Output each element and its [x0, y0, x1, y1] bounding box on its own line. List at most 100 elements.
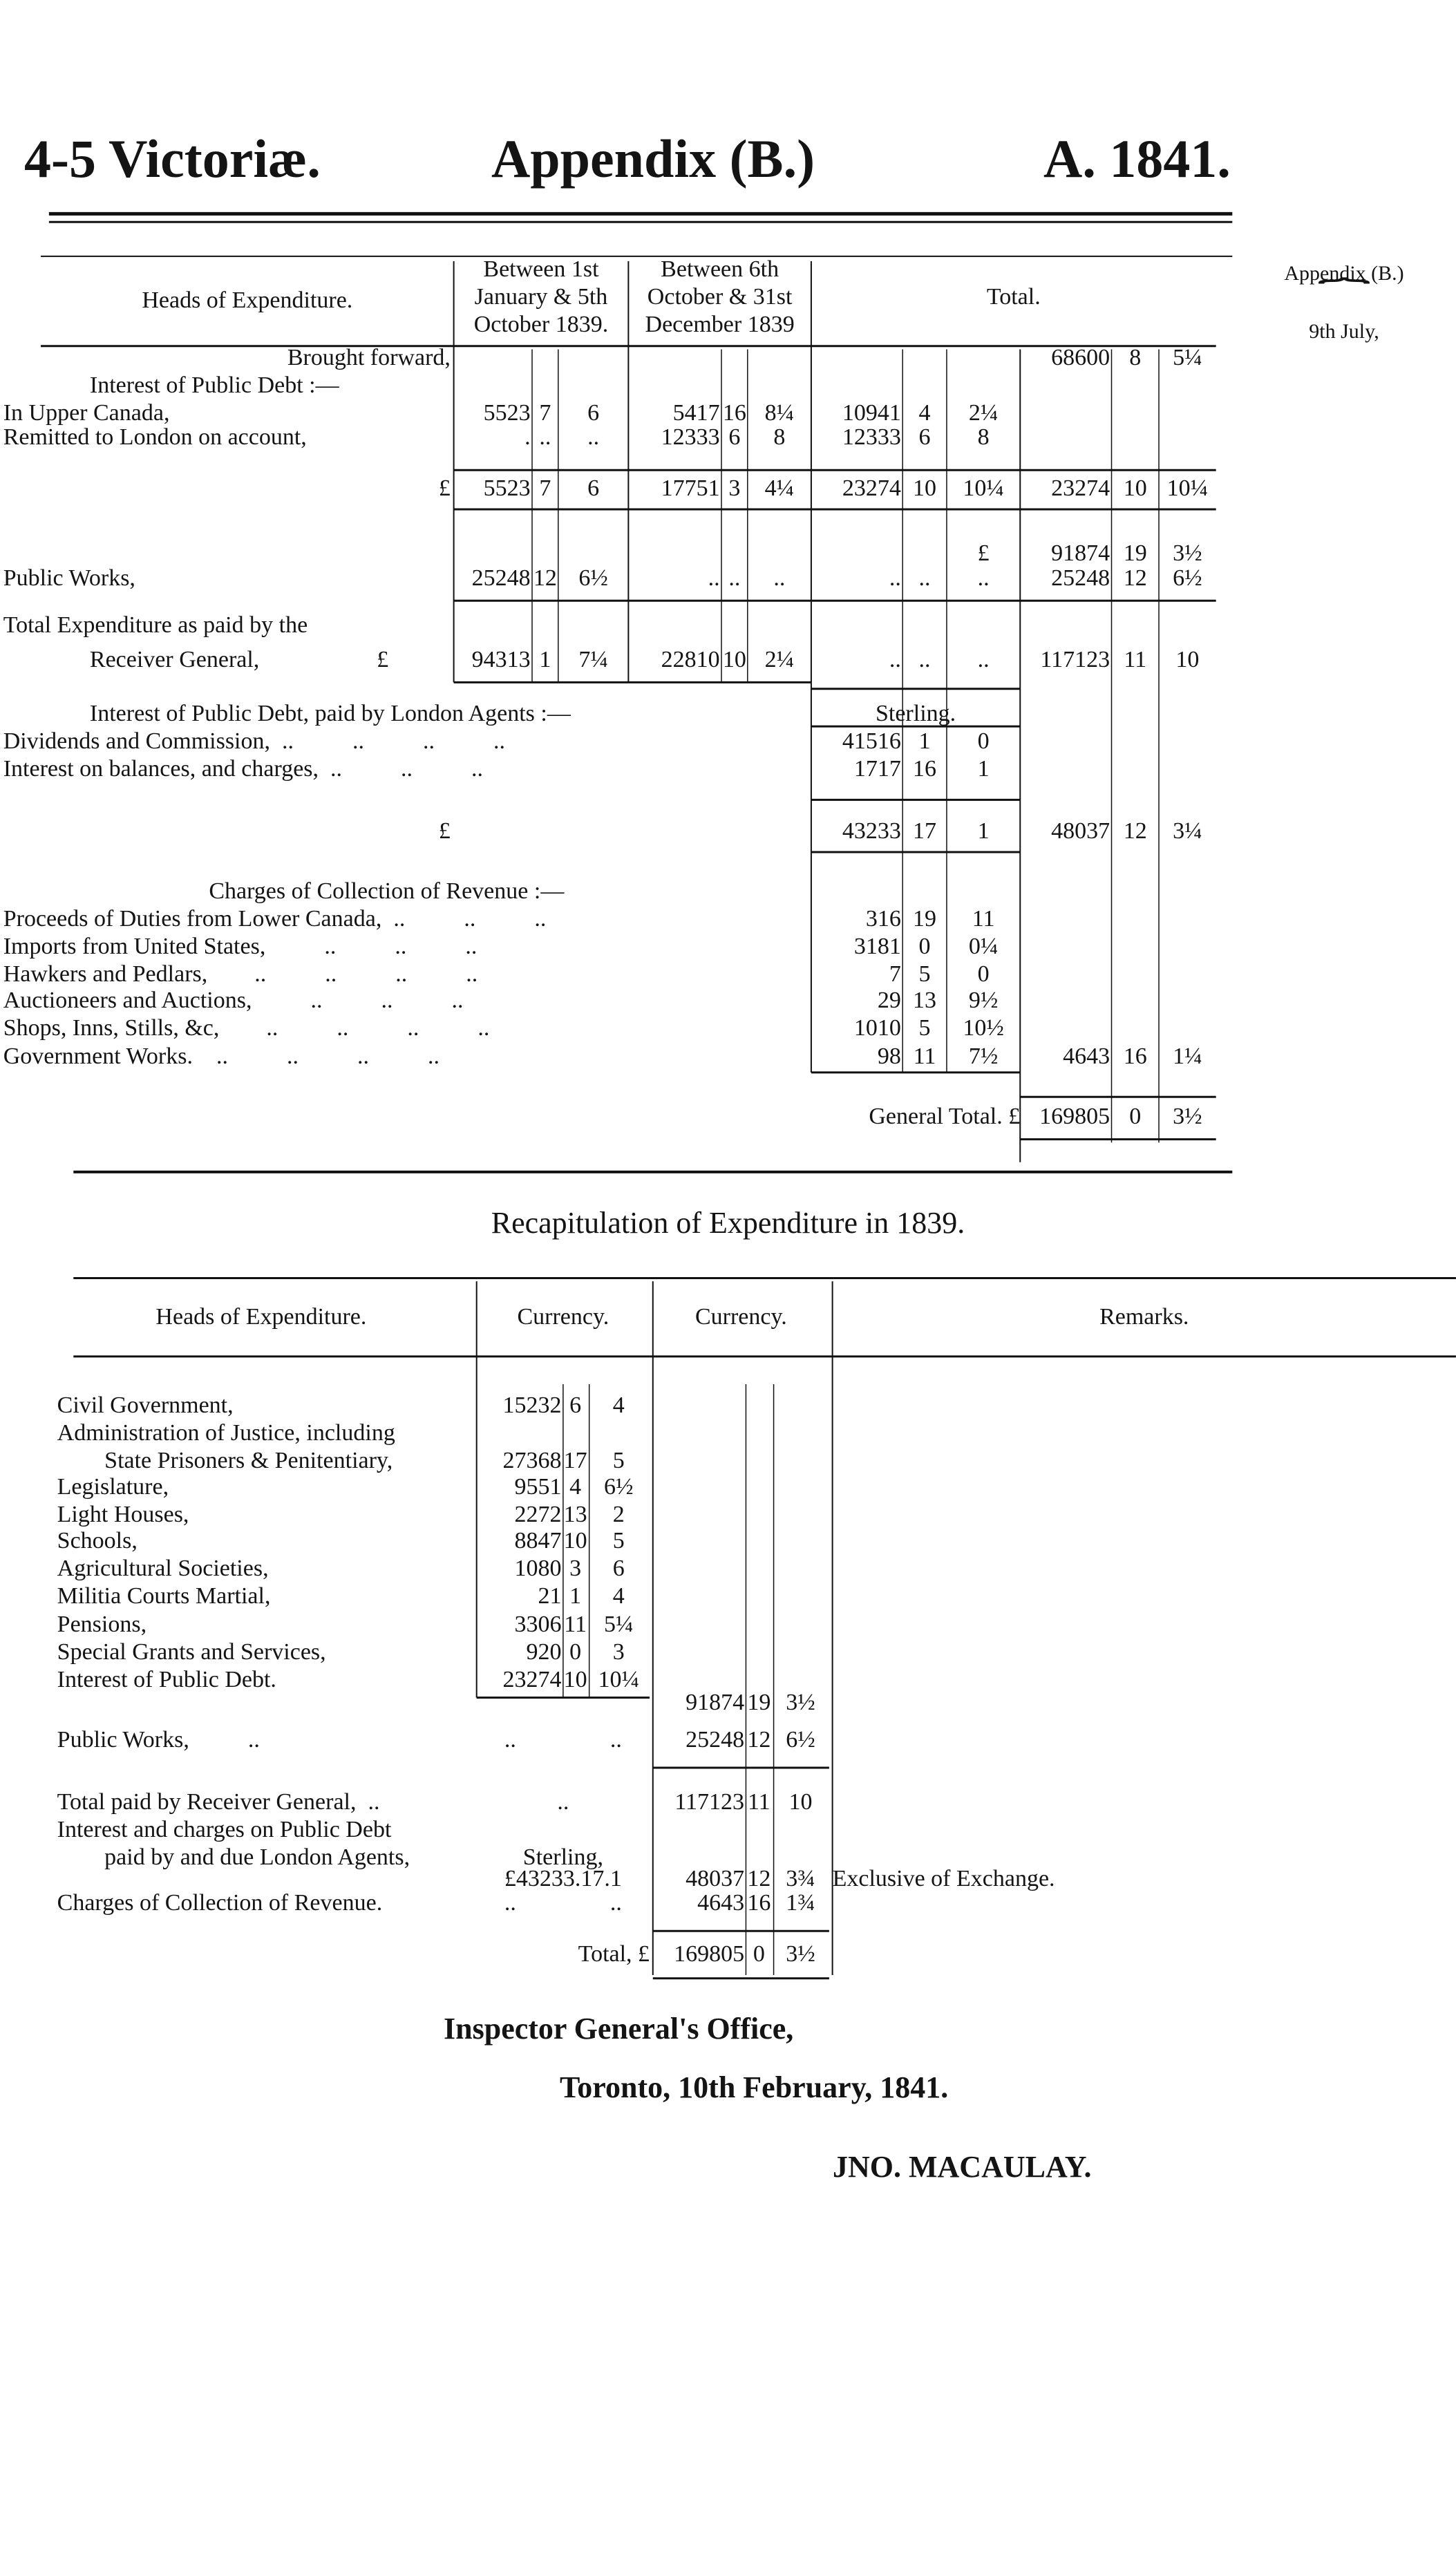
recap-header-remarks: Remarks.: [1099, 1304, 1189, 1330]
header-total: Total.: [986, 284, 1041, 310]
amount-cell: 12: [533, 565, 557, 591]
recap-currency2-cell: 6½: [786, 1727, 815, 1753]
amount-cell: 8: [977, 424, 990, 451]
recap-currency1-cell: 3: [569, 1556, 582, 1582]
row-label: Receiver General, £: [89, 646, 389, 672]
header-period2-line: Between 6th: [661, 256, 779, 283]
amount-cell: 7½: [968, 1043, 999, 1069]
recap-currency1-cell: 8847: [514, 1528, 562, 1554]
margin-note-appendix: Appendix (B.): [1284, 262, 1404, 285]
recap-currency1-cell: 10: [563, 1528, 587, 1554]
recap-currency1-cell: 13: [563, 1502, 587, 1528]
recap-currency1-cell: 5: [612, 1448, 625, 1474]
recap-currency1-cell: 1080: [514, 1556, 562, 1582]
row-label: Total Expenditure as paid by the: [3, 612, 308, 638]
amount-cell: 13: [913, 988, 937, 1014]
recap-currency2-cell: 19: [747, 1689, 771, 1715]
amount-cell: 0: [977, 961, 990, 988]
amount-cell: 16: [722, 399, 746, 426]
recap-currency2-cell: 1¾: [786, 1890, 815, 1916]
recap-currency2-cell: 11: [747, 1789, 770, 1815]
amount-cell: 12333: [661, 424, 720, 451]
row-label: Dividends and Commission, .. .. .. ..: [3, 728, 506, 754]
header-period2-line: October & 31st: [647, 284, 793, 310]
recap-currency1-cell: 4: [612, 1583, 625, 1609]
amount-cell: 17: [913, 818, 937, 844]
amount-cell: 4¼: [764, 475, 795, 501]
amount-cell: 5: [918, 961, 931, 988]
amount-cell: ..: [918, 646, 931, 672]
recap-row-label: Pensions,: [57, 1611, 147, 1637]
recap-row-label: Charges of Collection of Revenue.: [57, 1890, 383, 1916]
recap-currency2-cell: 4643: [697, 1890, 745, 1916]
recap-currency2-cell: 3¾: [786, 1866, 815, 1892]
row-label: Imports from United States, .. .. ..: [3, 934, 478, 960]
recap-mid-text: ..: [557, 1789, 569, 1815]
header-right: A. 1841.: [1043, 129, 1231, 189]
header-heads: Heads of Expenditure.: [142, 287, 353, 313]
amount-cell: 4: [918, 399, 931, 426]
recap-currency2-cell: 12: [747, 1727, 771, 1753]
amount-cell: 10: [1175, 646, 1200, 672]
recap-currency2-cell: 169805: [674, 1941, 745, 1967]
amount-cell: 43233: [842, 818, 901, 844]
amount-cell: 7: [539, 475, 551, 501]
recap-currency1-cell: 4: [612, 1392, 625, 1419]
recap-currency1-cell: 21: [538, 1583, 562, 1609]
amount-cell: 5523: [483, 399, 531, 426]
recap-row-label: Light Houses,: [57, 1502, 189, 1528]
amount-cell: 2¼: [764, 646, 795, 672]
recap-currency1-cell: 6: [569, 1392, 582, 1419]
row-label: In Upper Canada,: [3, 399, 170, 426]
row-label: Brought forward,: [287, 344, 451, 370]
amount-cell: 117123: [1040, 646, 1110, 672]
footer-place-date: Toronto, 10th February, 1841.: [560, 2070, 949, 2104]
header-period2-line: December 1839: [645, 312, 795, 338]
recap-currency1-cell: 11: [564, 1611, 587, 1637]
amount-cell: £: [977, 540, 990, 567]
recap-currency1-cell: 4: [569, 1474, 582, 1500]
recap-currency1-cell: 0: [569, 1639, 582, 1665]
amount-cell: ..: [773, 565, 786, 591]
amount-cell: 3181: [853, 934, 901, 960]
amount-cell: 22810: [661, 646, 720, 672]
margin-note-brace: ⏞: [1317, 278, 1371, 309]
amount-cell: 10: [913, 475, 937, 501]
recap-mid-text: .. ..: [504, 1890, 622, 1916]
recap-currency2-cell: 117123: [674, 1789, 745, 1815]
amount-cell: 1: [918, 728, 931, 754]
amount-cell: 5417: [672, 399, 720, 426]
amount-cell: .: [524, 424, 531, 451]
amount-cell: 1: [977, 818, 990, 844]
recap-mid-text: .. ..: [504, 1727, 622, 1753]
amount-cell: 5: [918, 1015, 931, 1041]
amount-cell: 0: [977, 728, 990, 754]
footer-office: Inspector General's Office,: [444, 2012, 794, 2046]
recap-currency1-cell: 3306: [514, 1611, 562, 1637]
amount-cell: 0: [1129, 1103, 1142, 1129]
amount-cell: ..: [918, 565, 931, 591]
header-center: Appendix (B.): [491, 129, 815, 189]
amount-cell: 4643: [1063, 1043, 1110, 1069]
recap-currency1-cell: 10: [563, 1666, 587, 1692]
amount-cell: 6½: [1173, 565, 1202, 591]
recap-row-label: State Prisoners & Penitentiary,: [104, 1448, 393, 1474]
amount-cell: 3½: [1173, 1103, 1202, 1129]
amount-cell: ..: [889, 646, 901, 672]
amount-cell: 7: [539, 399, 551, 426]
amount-cell: 6: [587, 399, 600, 426]
header-period1-line: Between 1st: [483, 256, 599, 283]
amount-cell: 48037: [1051, 818, 1110, 844]
recap-row-label: Interest of Public Debt.: [57, 1666, 276, 1692]
amount-cell: 6: [728, 424, 741, 451]
amount-cell: 29: [877, 988, 901, 1014]
recap-currency1-cell: 23274: [502, 1666, 562, 1692]
amount-cell: 0¼: [968, 934, 999, 960]
amount-cell: 19: [1123, 540, 1147, 567]
row-label: General Total. £: [869, 1103, 1021, 1129]
amount-cell: 23274: [1051, 475, 1110, 501]
amount-cell: 94313: [471, 646, 531, 672]
amount-cell: 1717: [853, 755, 901, 782]
amount-cell: 8: [1129, 344, 1142, 370]
